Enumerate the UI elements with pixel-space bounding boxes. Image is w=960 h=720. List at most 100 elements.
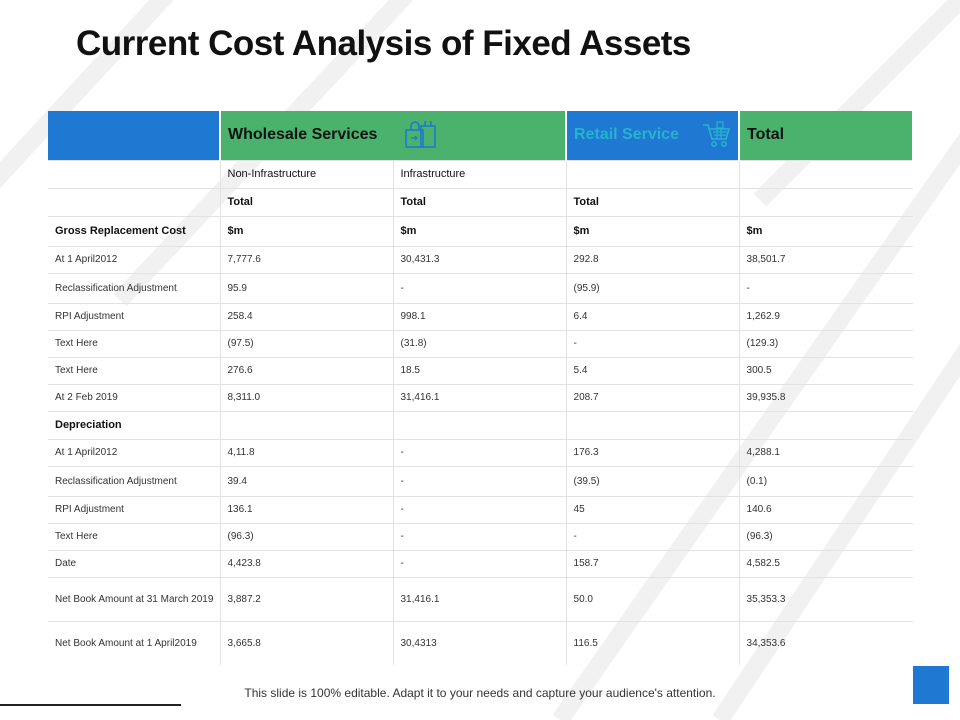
- value-cell: -: [566, 522, 740, 550]
- value-cell: 4,288.1: [739, 438, 914, 466]
- corner-accent-box: [913, 666, 949, 704]
- footer-divider: [0, 704, 181, 706]
- value-cell: 34,353.6: [739, 620, 914, 665]
- row-label-cell: Text Here: [48, 329, 221, 357]
- value-cell: 4,582.5: [739, 549, 914, 577]
- page-title: Current Cost Analysis of Fixed Assets: [76, 24, 691, 63]
- value-cell: [739, 410, 914, 439]
- row-label-cell: Depreciation: [48, 410, 221, 439]
- value-cell: 208.7: [566, 383, 740, 411]
- value-cell: 998.1: [393, 302, 567, 330]
- value-cell: $m: [739, 215, 914, 246]
- row-label-cell: Reclassification Adjustment: [48, 272, 221, 303]
- table-row: At 1 April2012 7,777.6 30,431.3 292.8 38,501…: [48, 245, 914, 273]
- value-cell: 30,4313: [393, 620, 567, 665]
- table-header-row: Wholesale Services: [48, 111, 915, 160]
- header-wholesale: Wholesale Services: [220, 111, 568, 160]
- value-cell: (95.9): [566, 272, 740, 303]
- value-cell: 258.4: [220, 302, 394, 330]
- cost-analysis-table: Wholesale Services: [48, 111, 915, 665]
- table-row: Text Here (97.5) (31.8) - (129.3): [48, 329, 914, 357]
- value-cell: 95.9: [220, 272, 394, 303]
- table-row: Gross Replacement Cost $m $m $m $m: [48, 215, 914, 246]
- value-cell: [566, 159, 740, 188]
- value-cell: 176.3: [566, 438, 740, 466]
- row-label-cell: Date: [48, 549, 221, 577]
- value-cell: -: [393, 465, 567, 496]
- value-cell: 31,416.1: [393, 383, 567, 411]
- footer-caption: This slide is 100% editable. Adapt it to…: [244, 686, 716, 700]
- value-cell: Infrastructure: [393, 159, 567, 188]
- table-row: Depreciation: [48, 410, 914, 439]
- value-cell: Total: [393, 187, 567, 216]
- row-label-cell: Text Here: [48, 522, 221, 550]
- shopping-cart-icon: [702, 121, 732, 149]
- value-cell: -: [393, 438, 567, 466]
- value-cell: (39.5): [566, 465, 740, 496]
- value-cell: 30,431.3: [393, 245, 567, 273]
- value-cell: $m: [393, 215, 567, 246]
- table-row: Text Here (96.3) - - (96.3): [48, 522, 914, 550]
- value-cell: 3,665.8: [220, 620, 394, 665]
- row-label-cell: Reclassification Adjustment: [48, 465, 221, 496]
- value-cell: 300.5: [739, 356, 914, 384]
- row-label-cell: RPI Adjustment: [48, 302, 221, 330]
- value-cell: -: [393, 549, 567, 577]
- row-label-cell: Gross Replacement Cost: [48, 215, 221, 246]
- header-total: Total: [739, 111, 915, 160]
- header-retail-label: Retail Service: [574, 126, 679, 144]
- value-cell: -: [566, 329, 740, 357]
- value-cell: (129.3): [739, 329, 914, 357]
- value-cell: 35,353.3: [739, 576, 914, 621]
- row-label-cell: Net Book Amount at 31 March 2019: [48, 576, 221, 621]
- value-cell: 39,935.8: [739, 383, 914, 411]
- value-cell: Non-Infrastructure: [220, 159, 394, 188]
- row-label-cell: At 1 April2012: [48, 245, 221, 273]
- table-row: At 1 April2012 4,11.8-176.3 4,288.1: [48, 438, 914, 466]
- value-cell: 50.0: [566, 576, 740, 621]
- table-row: RPI Adjustment 136.1-45 140.6: [48, 495, 914, 523]
- value-cell: 5.4: [566, 356, 740, 384]
- value-cell: -: [393, 522, 567, 550]
- value-cell: 18.5: [393, 356, 567, 384]
- value-cell: 1,262.9: [739, 302, 914, 330]
- row-label-cell: RPI Adjustment: [48, 495, 221, 523]
- value-cell: (96.3): [739, 522, 914, 550]
- value-cell: (97.5): [220, 329, 394, 357]
- value-cell: 39.4: [220, 465, 394, 496]
- table-row: Date 4,423.8-158.7 4,582.5: [48, 549, 914, 577]
- table-row: RPI Adjustment 258.4 998.1 6.4 1,262.9: [48, 302, 914, 330]
- value-cell: Total: [566, 187, 740, 216]
- value-cell: 4,423.8: [220, 549, 394, 577]
- table-row: Reclassification Adjustment 39.4- (39.5) (0…: [48, 465, 914, 496]
- shopping-bags-icon: [403, 121, 439, 149]
- value-cell: 3,887.2: [220, 576, 394, 621]
- value-cell: [220, 410, 394, 439]
- row-label-cell: At 2 Feb 2019: [48, 383, 221, 411]
- value-cell: -: [739, 272, 914, 303]
- value-cell: 292.8: [566, 245, 740, 273]
- value-cell: -: [393, 272, 567, 303]
- value-cell: 4,11.8: [220, 438, 394, 466]
- value-cell: 116.5: [566, 620, 740, 665]
- value-cell: $m: [220, 215, 394, 246]
- value-cell: 31,416.1: [393, 576, 567, 621]
- table-row: Net Book Amount at 1 April2019 3,665.8 30,…: [48, 620, 914, 665]
- value-cell: $m: [566, 215, 740, 246]
- value-cell: 136.1: [220, 495, 394, 523]
- value-cell: 7,777.6: [220, 245, 394, 273]
- value-cell: [739, 187, 914, 216]
- value-cell: (31.8): [393, 329, 567, 357]
- value-cell: [739, 159, 914, 188]
- table-row: Non-Infrastructure Infrastructure: [48, 159, 914, 188]
- value-cell: (0.1): [739, 465, 914, 496]
- header-blank-cell: [48, 111, 221, 160]
- table-row: Total Total Total: [48, 187, 914, 216]
- value-cell: [566, 410, 740, 439]
- value-cell: 6.4: [566, 302, 740, 330]
- table-row: Text Here 276.6 18.5 5.4 300.5: [48, 356, 914, 384]
- value-cell: -: [393, 495, 567, 523]
- value-cell: 158.7: [566, 549, 740, 577]
- value-cell: [393, 410, 567, 439]
- cost-analysis-table-container: Wholesale Services: [48, 111, 915, 665]
